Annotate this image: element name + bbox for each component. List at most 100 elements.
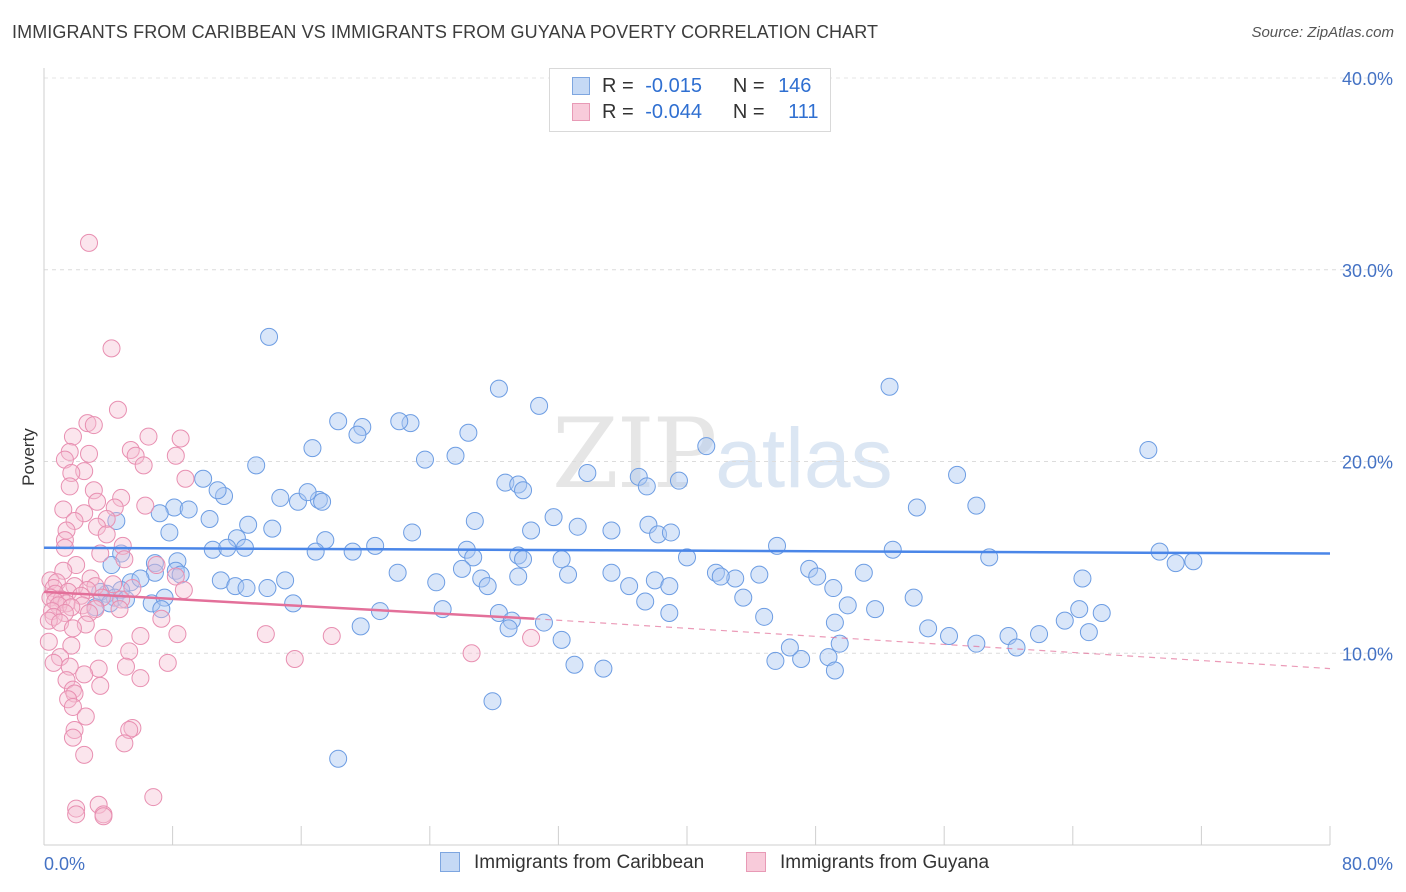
- data-point: [75, 745, 94, 764]
- data-point: [226, 577, 245, 596]
- trend-lines: [43, 546, 1331, 670]
- data-point: [115, 550, 134, 569]
- legend-n-label: N =: [732, 101, 765, 123]
- data-point: [366, 536, 385, 555]
- chart-source: Source: ZipAtlas.com: [1251, 24, 1394, 41]
- correlation-legend: R = -0.015 N = 146 R = -0.044 N = 111: [549, 68, 831, 132]
- data-point: [60, 477, 79, 496]
- data-point: [80, 233, 99, 252]
- data-point: [113, 536, 132, 555]
- data-point: [552, 550, 571, 569]
- data-point: [71, 586, 90, 605]
- data-point: [854, 563, 873, 582]
- data-point: [514, 481, 533, 500]
- data-point: [403, 523, 422, 542]
- data-point: [131, 626, 150, 645]
- data-point: [578, 464, 597, 483]
- data-point: [84, 481, 103, 500]
- data-point: [427, 573, 446, 592]
- legend-row-caribbean: R = -0.015 N = 146: [572, 75, 811, 99]
- data-point: [825, 661, 844, 680]
- data-point: [260, 327, 279, 346]
- data-point: [1007, 638, 1026, 657]
- data-point: [534, 613, 553, 632]
- data-point: [80, 444, 99, 463]
- data-point: [88, 517, 107, 536]
- data-point: [104, 575, 123, 594]
- data-point: [97, 510, 116, 529]
- data-point: [401, 414, 420, 433]
- data-point: [57, 671, 76, 690]
- data-point: [63, 619, 82, 638]
- data-point: [62, 636, 81, 655]
- y-tick-label: 30.0%: [1342, 261, 1393, 281]
- legend-n-value-guyana: 111: [788, 101, 819, 123]
- data-point: [102, 339, 121, 358]
- data-point: [348, 425, 367, 444]
- data-point: [824, 579, 843, 598]
- data-point: [883, 540, 902, 559]
- data-point: [131, 669, 150, 688]
- data-point: [166, 446, 185, 465]
- data-point: [602, 521, 621, 540]
- data-point: [639, 515, 658, 534]
- data-point: [343, 542, 362, 561]
- series-swatch-guyana: [746, 852, 766, 872]
- data-point: [194, 469, 213, 488]
- data-point: [166, 567, 185, 586]
- data-point: [1092, 603, 1111, 622]
- data-point: [247, 456, 266, 475]
- data-point: [1070, 600, 1089, 619]
- data-point: [76, 707, 95, 726]
- trend-line-1: [43, 590, 535, 620]
- data-point: [1166, 554, 1185, 573]
- data-point: [39, 632, 58, 651]
- data-point: [63, 697, 82, 716]
- axes: [43, 68, 1331, 846]
- data-point: [67, 799, 86, 818]
- series-points-1: [39, 233, 541, 826]
- data-point: [78, 414, 97, 433]
- data-points: [39, 233, 1203, 826]
- series-legend-caribbean: Immigrants from Caribbean: [440, 852, 704, 874]
- series-points-0: [86, 327, 1203, 768]
- data-point: [136, 496, 155, 515]
- data-point: [329, 749, 348, 768]
- data-point: [134, 456, 153, 475]
- data-point: [544, 508, 563, 527]
- data-point: [237, 579, 256, 598]
- data-point: [452, 559, 471, 578]
- data-point: [80, 603, 99, 622]
- data-point: [158, 653, 177, 672]
- watermark: ZIPatlas: [552, 398, 893, 510]
- data-point: [152, 600, 171, 619]
- data-point: [60, 657, 79, 676]
- data-point: [65, 720, 84, 739]
- data-point: [830, 634, 849, 653]
- data-point: [509, 567, 528, 586]
- data-point: [108, 400, 127, 419]
- data-point: [1030, 625, 1049, 644]
- data-point: [84, 416, 103, 435]
- data-point: [509, 475, 528, 494]
- data-point: [697, 437, 716, 456]
- data-point: [568, 517, 587, 536]
- chart-title: IMMIGRANTS FROM CARIBBEAN VS IMMIGRANTS …: [12, 22, 879, 42]
- data-point: [351, 617, 370, 636]
- trend-extension-1: [534, 618, 1331, 670]
- data-point: [904, 588, 923, 607]
- data-point: [514, 550, 533, 569]
- data-point: [110, 600, 129, 619]
- data-point: [565, 655, 584, 674]
- data-point: [489, 379, 508, 398]
- data-point: [208, 481, 227, 500]
- data-point: [54, 561, 73, 580]
- data-point: [120, 720, 139, 739]
- data-point: [271, 488, 290, 507]
- data-point: [1184, 552, 1203, 571]
- data-point: [313, 492, 332, 511]
- data-point: [766, 651, 785, 670]
- data-point: [967, 496, 986, 515]
- data-point: [39, 611, 58, 630]
- data-point: [63, 427, 82, 446]
